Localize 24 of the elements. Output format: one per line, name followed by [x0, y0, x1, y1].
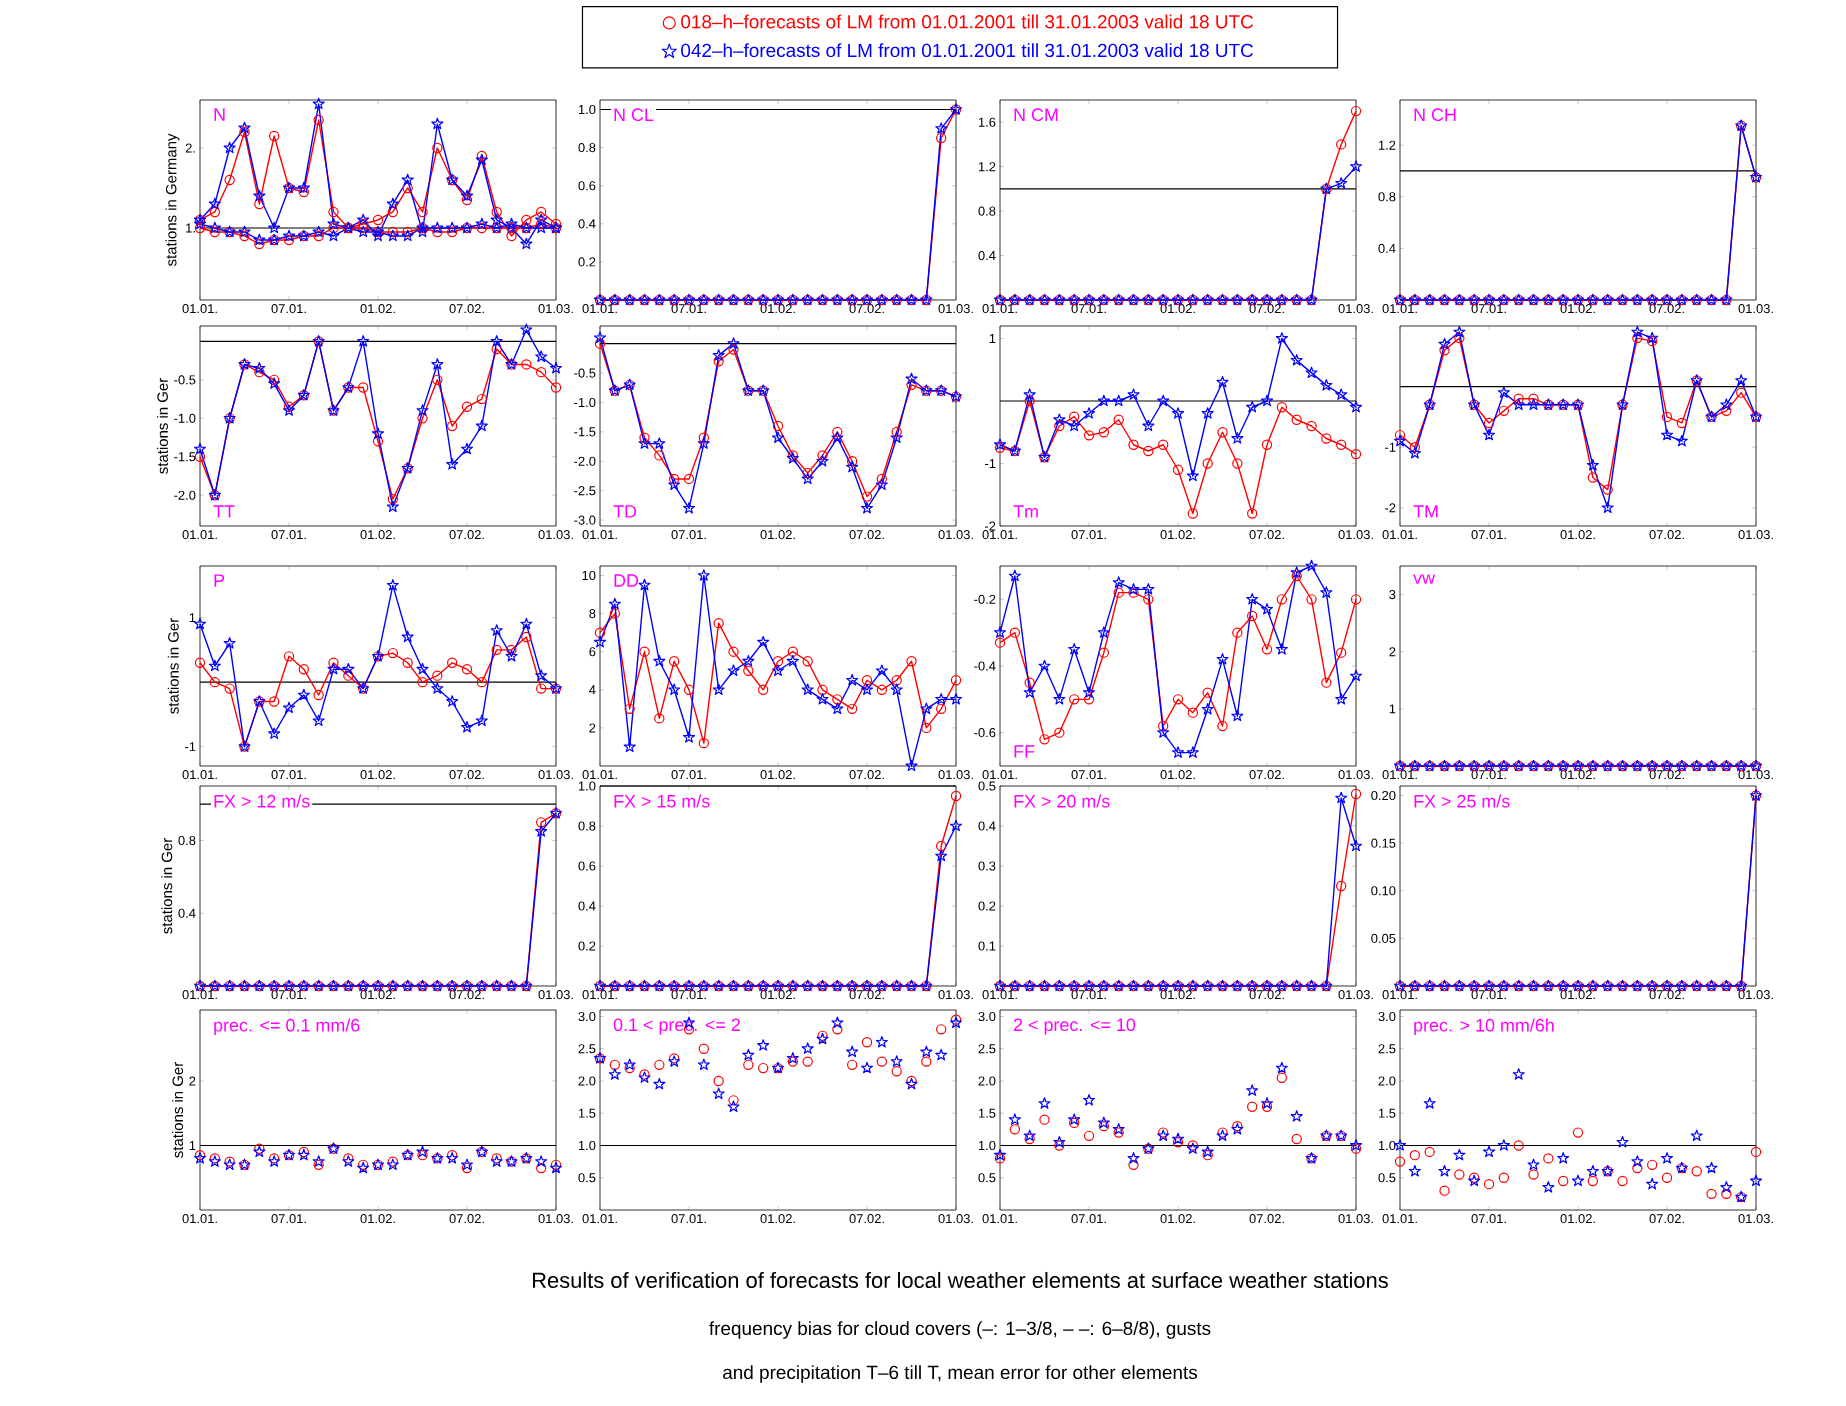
text: TT — [213, 505, 235, 518]
chart-title: P — [214, 574, 225, 587]
legend-label: 018–h–forecasts of LM from 01.01.2001 till 31.01.2003 valid 18 UTC — [681, 14, 1254, 29]
text: Results of verification of forecasts for local weather elements at surface weather stations — [533, 1271, 1388, 1289]
text: TD — [613, 505, 637, 518]
text: TM — [1413, 505, 1438, 518]
text: Tm — [1013, 505, 1038, 518]
chart-title: prec. > 10 mm/6h — [1414, 1018, 1554, 1036]
chart-title: DD — [614, 574, 639, 587]
legend-label: 042–h–forecasts of LM from 01.01.2001 till 31.01.2003 valid 18 UTC — [681, 43, 1254, 58]
chart-title: N CM — [1014, 108, 1058, 122]
chart-title: FX > 25 m/s — [1414, 794, 1510, 808]
chart-title: N CH — [1414, 108, 1456, 122]
text: and precipitation T–6 till T, mean error for other elements — [723, 1365, 1198, 1383]
chart-title: FX > 20 m/s — [1014, 794, 1110, 808]
chart-title: 2 < prec. <= 10 — [1013, 1018, 1136, 1035]
chart-title: prec. <= 0.1 mm/6 — [214, 1018, 360, 1036]
chart-title: N CL — [614, 108, 654, 122]
chart-title: FX > 15 m/s — [614, 794, 710, 808]
chart-title: vw — [1413, 574, 1436, 584]
text: FF — [1014, 745, 1035, 758]
chart-title: FX > 12 m/s — [214, 794, 310, 808]
text: frequency bias for cloud covers (–: 1–3/8, – –: 6–8/8), gusts — [709, 1321, 1211, 1339]
chart-title: N — [214, 108, 225, 121]
